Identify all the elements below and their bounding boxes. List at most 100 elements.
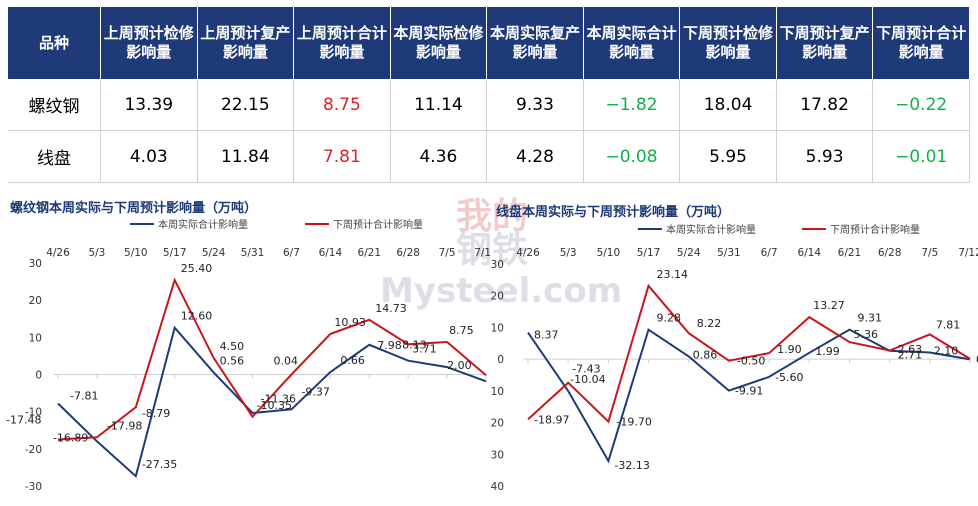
- x-tick-label: 7/5: [921, 247, 938, 259]
- data-label: -7.43: [572, 363, 600, 376]
- data-label: -10.35: [257, 399, 292, 412]
- table-cell: 7.81: [293, 130, 391, 183]
- legend-label: 本周实际合计影响量: [158, 218, 248, 231]
- x-tick-label: 4/26: [46, 247, 70, 259]
- header-cell: 品种: [8, 7, 101, 79]
- data-label: 0.04: [273, 354, 298, 367]
- y-tick-label: 0: [497, 354, 504, 366]
- data-label: 13.27: [813, 299, 845, 312]
- data-label: 9.28: [657, 312, 682, 325]
- x-tick-label: 5/31: [717, 247, 741, 259]
- x-tick-label: 6/7: [283, 247, 300, 259]
- data-label: 4.50: [220, 340, 245, 353]
- y-tick-label: 30: [491, 259, 504, 271]
- table-cell: 9.33: [486, 79, 584, 131]
- data-label: 23.14: [657, 268, 689, 281]
- table-cell: 17.82: [776, 79, 874, 131]
- x-tick-label: 5/10: [597, 247, 621, 259]
- data-label: -0.50: [737, 355, 765, 368]
- table-cell: 11.84: [197, 130, 295, 183]
- rebar-impact-chart: 螺纹钢本周实际与下周预计影响量（万吨） 本周实际合计影响量 下周预计合计影响量 4/2…: [6, 200, 490, 493]
- x-tick-label: 4/26: [516, 247, 540, 259]
- table-cell: 13.39: [100, 79, 198, 131]
- x-tick-label: 5/17: [637, 247, 661, 259]
- table-cell: 4.36: [390, 130, 488, 183]
- y-tick-label: 0: [35, 370, 42, 382]
- header-cell: 下周预计复产影响量: [776, 7, 874, 79]
- header-cell: 下周预计检修影响量: [679, 7, 777, 79]
- series-line: [57, 325, 487, 479]
- x-tick-label: 7/12: [474, 247, 490, 259]
- header-cell: 上周预计检修影响量: [100, 7, 198, 79]
- table-cell: 5.93: [776, 130, 874, 183]
- header-cell: 上周预计合计影响量: [293, 7, 391, 79]
- y-tick-label: 20: [29, 295, 42, 307]
- data-label: 2.63: [898, 343, 923, 356]
- data-label: -27.35: [142, 458, 177, 471]
- data-label: 1.90: [777, 343, 802, 356]
- table-cell: −0.08: [583, 130, 681, 183]
- data-label: 8.37: [534, 329, 559, 342]
- chart-title: 线盘本周实际与下周预计影响量（万吨）: [496, 204, 730, 220]
- watermark-top: 我的: [456, 196, 528, 237]
- data-label: -0.08: [976, 353, 978, 366]
- y-tick-label: -20: [490, 418, 504, 430]
- data-label: 3.71: [412, 343, 437, 356]
- data-label: 2.10: [934, 344, 959, 357]
- legend-label: 下周预计合计影响量: [830, 223, 920, 236]
- x-tick-label: 5/3: [88, 247, 105, 259]
- legend-label: 下周预计合计影响量: [333, 218, 423, 231]
- x-tick-label: 6/7: [761, 247, 778, 259]
- data-label: -16.89: [53, 431, 88, 444]
- x-tick-label: 5/10: [124, 247, 148, 259]
- data-label: -17.98: [107, 419, 142, 432]
- series-line: [57, 277, 487, 441]
- table-cell: 8.75: [293, 79, 391, 131]
- header-cell: 本周实际复产影响量: [486, 7, 584, 79]
- x-tick-label: 6/28: [878, 247, 902, 259]
- data-label: 2.71: [898, 349, 923, 362]
- table-cell: 5.95: [679, 130, 777, 183]
- y-tick-label: 10: [29, 332, 42, 344]
- chart-title: 螺纹钢本周实际与下周预计影响量（万吨）: [10, 200, 257, 216]
- table-cell: 4.28: [486, 130, 584, 183]
- data-label: 25.40: [181, 262, 213, 275]
- x-tick-label: 6/14: [797, 247, 821, 259]
- header-cell: 本周实际合计影响量: [583, 7, 681, 79]
- y-tick-label: 30: [29, 258, 42, 270]
- series-line: [527, 328, 971, 464]
- data-label: 14.73: [375, 302, 407, 315]
- table-header-row: 品种 上周预计检修影响量 上周预计复产影响量 上周预计合计影响量 本周实际检修影响量 本周…: [8, 7, 970, 79]
- x-tick-label: 6/21: [357, 247, 381, 259]
- data-label: 8.75: [449, 324, 474, 337]
- watermark-middle: 钢铁: [456, 230, 528, 271]
- header-cell: 本周实际检修影响量: [390, 7, 488, 79]
- table-cell: 18.04: [679, 79, 777, 131]
- header-cell: 下周预计合计影响量: [872, 7, 970, 79]
- table-cell: −0.22: [872, 79, 970, 131]
- data-label: 2.00: [447, 359, 472, 372]
- data-label: 1.99: [815, 345, 840, 358]
- data-label: -17.48: [6, 413, 41, 426]
- y-tick-label: -40: [490, 481, 504, 493]
- data-label: -18.97: [534, 413, 569, 426]
- x-tick-label: 5/24: [677, 247, 701, 259]
- y-tick-label: -10: [25, 407, 42, 419]
- data-label: 7.98: [377, 339, 402, 352]
- data-label: 8.22: [697, 317, 722, 330]
- y-tick-label: -20: [25, 444, 42, 456]
- table-cell: 4.03: [100, 130, 198, 183]
- data-label: 0.56: [220, 354, 245, 367]
- data-label: -9.37: [301, 385, 329, 398]
- watermark-bottom: Mysteel.com: [380, 271, 622, 311]
- row-label: 螺纹钢: [8, 79, 101, 131]
- data-label: 0.66: [340, 354, 365, 367]
- table-cell: −0.01: [872, 130, 970, 183]
- data-label: 0.08: [976, 353, 978, 366]
- data-label: -32.13: [614, 459, 649, 472]
- x-tick-label: 5/31: [241, 247, 265, 259]
- x-tick-label: 7/5: [439, 247, 456, 259]
- series-line: [527, 283, 971, 424]
- wire-rod-impact-chart: 线盘本周实际与下周预计影响量（万吨） 本周实际合计影响量 下周预计合计影响量 4/26…: [490, 204, 978, 493]
